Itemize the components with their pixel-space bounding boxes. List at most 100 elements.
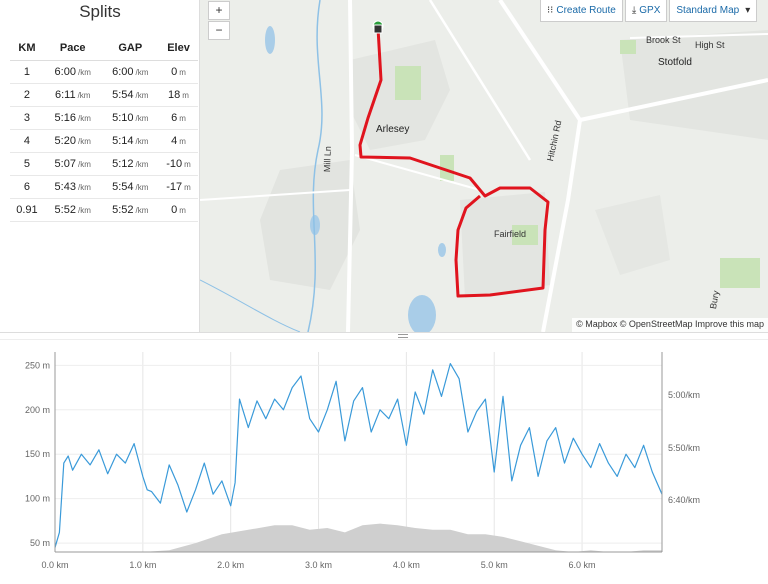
route-map[interactable]: + − Arlesey Stotfold Fairfield Brook St … [200, 0, 768, 332]
park-area [512, 225, 538, 245]
split-gap: 6:00/km [101, 60, 160, 84]
create-route-label: Create Route [556, 5, 616, 16]
label-high-st: High St [695, 40, 725, 50]
park-area [720, 258, 760, 288]
split-gap: 5:54/km [101, 175, 160, 199]
gap-value: 5:10 [112, 111, 134, 124]
download-icon: ⤓ [631, 5, 637, 16]
elev-value: 0 [171, 65, 178, 78]
gap-value: 5:54 [112, 180, 134, 193]
table-row: 6 5:43/km 5:54/km -17 m [10, 175, 198, 199]
split-km: 0.91 [10, 198, 44, 222]
gpx-label: GPX [639, 5, 661, 16]
label-mill-ln: Mill Ln [322, 146, 333, 173]
lake [310, 215, 320, 235]
create-route-button[interactable]: ⁝⁝ Create Route [540, 0, 623, 22]
split-km: 3 [10, 106, 44, 130]
elev-value: 18 [168, 88, 181, 101]
right-tick-label: 6:40/km [668, 495, 700, 505]
park-area [620, 40, 636, 54]
x-tick-label: 1.0 km [129, 560, 156, 570]
map-attribution[interactable]: © Mapbox © OpenStreetMap Improve this ma… [572, 318, 768, 332]
split-pace: 5:16/km [43, 106, 102, 130]
gap-unit: /km [135, 136, 149, 146]
east-area [595, 195, 670, 275]
split-pace: 5:07/km [43, 152, 102, 176]
left-tick-label: 200 m [25, 405, 50, 415]
split-km: 6 [10, 175, 44, 199]
gap-value: 5:14 [112, 134, 134, 147]
gap-value: 6:00 [112, 65, 134, 78]
elev-value: 4 [171, 134, 178, 147]
label-fairfield: Fairfield [494, 229, 527, 239]
drag-handle-icon[interactable] [398, 334, 408, 338]
elev-unit: m [179, 67, 186, 77]
road-minor [354, 154, 481, 191]
panel-splitter[interactable] [0, 332, 768, 340]
gap-value: 5:54 [112, 88, 134, 101]
gap-unit: /km [135, 90, 149, 100]
pace-line [54, 363, 663, 548]
caret-down-icon: ▾ [745, 5, 751, 16]
x-tick-label: 0.0 km [41, 560, 68, 570]
col-km: KM [10, 36, 44, 61]
x-tick-label: 6.0 km [569, 560, 596, 570]
route-line [358, 27, 550, 298]
gap-value: 5:52 [112, 203, 134, 216]
lake [408, 295, 436, 332]
split-km: 1 [10, 60, 44, 84]
map-canvas[interactable] [200, 0, 768, 332]
col-gap: GAP [101, 36, 160, 61]
river [307, 0, 323, 332]
table-row: 2 6:11/km 5:54/km 18 m [10, 83, 198, 107]
label-stotfold: Stotfold [658, 57, 692, 68]
pace-value: 6:11 [54, 88, 76, 101]
pace-unit: /km [77, 67, 91, 77]
pace-unit: /km [77, 90, 91, 100]
elev-unit: m [184, 182, 191, 192]
chart-canvas[interactable]: 0.0 km 1.0 km 2.0 km 3.0 km 4.0 km 5.0 km 6.0 … [0, 340, 768, 584]
elevation-pace-chart[interactable]: 0.0 km 1.0 km 2.0 km 3.0 km 4.0 km 5.0 km 6.0 … [0, 340, 768, 584]
stotfold-area [620, 30, 768, 140]
elevation-area [55, 523, 662, 552]
gap-unit: /km [135, 182, 149, 192]
road-main [579, 78, 768, 122]
split-pace: 6:11/km [43, 83, 102, 107]
map-style-dropdown[interactable]: Standard Map ▾ [669, 0, 758, 22]
pace-value: 5:52 [54, 203, 76, 216]
elev-unit: m [179, 136, 186, 146]
gpx-download-button[interactable]: ⤓ GPX [624, 0, 668, 22]
pace-value: 5:07 [54, 157, 76, 170]
map-controls: ⁝⁝ Create Route ⤓ GPX Standard Map ▾ [538, 0, 758, 22]
road-minor [200, 189, 351, 201]
splits-header-row: KM Pace GAP Elev [10, 36, 198, 61]
table-row: 5 5:07/km 5:12/km -10 m [10, 152, 198, 176]
left-tick-label: 50 m [30, 538, 50, 548]
split-elev: -17 m [159, 175, 198, 199]
zoom-in-button[interactable]: + [208, 1, 230, 20]
split-gap: 5:14/km [101, 129, 160, 153]
x-tick-label: 4.0 km [393, 560, 420, 570]
lake [265, 26, 275, 54]
map-style-label: Standard Map [676, 5, 740, 16]
col-elev: Elev [159, 36, 198, 61]
elev-value: -10 [166, 157, 183, 170]
split-pace: 5:52/km [43, 198, 102, 222]
finish-flag-icon [373, 24, 383, 34]
pace-value: 5:43 [54, 180, 76, 193]
split-pace: 6:00/km [43, 60, 102, 84]
split-pace: 5:20/km [43, 129, 102, 153]
split-elev: 18 m [159, 83, 198, 107]
split-gap: 5:52/km [101, 198, 160, 222]
split-km: 5 [10, 152, 44, 176]
pace-unit: /km [77, 205, 91, 215]
elev-value: 0 [171, 203, 178, 216]
elev-unit: m [179, 205, 186, 215]
zoom-out-button[interactable]: − [208, 21, 230, 40]
